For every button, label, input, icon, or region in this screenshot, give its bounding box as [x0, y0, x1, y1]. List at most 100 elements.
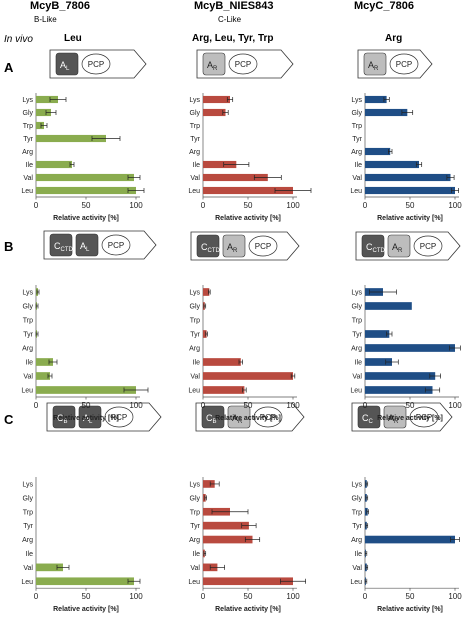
header-col1-subtitle: B-Like — [34, 15, 57, 24]
bar-ile — [203, 358, 241, 366]
bar-val — [365, 372, 436, 380]
pcp-domain-label: PCP — [396, 60, 412, 69]
y-tick-label: Arg — [189, 149, 200, 156]
a-domain-label: AR — [232, 413, 243, 425]
x-tick-label: 100 — [286, 401, 300, 410]
x-axis-label: Relative activity [%] — [53, 215, 119, 222]
y-tick-label: Ile — [355, 162, 363, 169]
a-domain-label: AL — [80, 241, 90, 253]
bar-lys — [365, 95, 387, 104]
bar-leu — [203, 386, 245, 394]
y-tick-label: Ile — [193, 551, 201, 558]
bar-arg — [365, 535, 455, 544]
y-tick-label: Arg — [22, 149, 33, 156]
y-tick-label: Lys — [351, 481, 362, 488]
y-tick-label: Tyr — [23, 523, 33, 530]
a-domain-box — [387, 234, 411, 258]
x-tick-label: 50 — [82, 401, 91, 410]
y-tick-label: Ile — [26, 360, 34, 367]
c-domain-box — [201, 405, 225, 429]
pcp-domain-oval — [104, 406, 134, 428]
y-tick-label: Trp — [23, 123, 33, 130]
a-domain-label: AR — [207, 60, 218, 72]
x-tick-label: 0 — [34, 592, 39, 601]
y-tick-label: Lys — [351, 290, 362, 297]
bar-lys — [203, 288, 210, 296]
y-tick-label: Trp — [190, 318, 200, 325]
bar-val — [36, 563, 63, 572]
bar-gly — [203, 108, 226, 117]
bar-ile — [36, 358, 53, 366]
y-tick-label: Arg — [22, 346, 33, 353]
x-tick-label: 100 — [448, 592, 462, 601]
a-domain-box — [383, 405, 407, 429]
y-tick-label: Val — [23, 565, 33, 572]
y-tick-label: Val — [190, 175, 200, 182]
bar-gly — [365, 302, 412, 310]
x-tick-label: 50 — [244, 401, 253, 410]
y-tick-label: Leu — [188, 388, 200, 395]
bar-gly — [365, 108, 408, 117]
x-tick-label: 0 — [363, 592, 368, 601]
a-domain-box — [222, 234, 246, 258]
pcp-domain-label: PCP — [111, 413, 127, 422]
a-domain-box — [78, 405, 102, 429]
x-axis-label: Relative activity [%] — [377, 606, 443, 613]
a-domain-label: AR — [368, 60, 379, 72]
bar-leu — [36, 577, 134, 586]
y-tick-label: Lys — [22, 481, 33, 488]
y-tick-label: Val — [352, 374, 362, 381]
pcp-domain-oval — [389, 53, 419, 75]
y-tick-label: Leu — [21, 188, 33, 195]
y-tick-label: Trp — [352, 318, 362, 325]
specificity-col3: Arg — [385, 33, 403, 44]
y-tick-label: Ile — [193, 360, 201, 367]
y-tick-label: Trp — [352, 123, 362, 130]
bar-trp — [365, 507, 368, 516]
y-tick-label: Val — [352, 565, 362, 572]
x-tick-label: 0 — [34, 201, 39, 210]
bar-leu — [36, 186, 136, 195]
y-tick-label: Ile — [193, 162, 201, 169]
c-domain-box — [357, 405, 381, 429]
x-tick-label: 100 — [286, 592, 300, 601]
y-tick-label: Gly — [23, 110, 34, 117]
y-tick-label: Trp — [190, 123, 200, 130]
pcp-domain-label: PCP — [260, 413, 276, 422]
y-tick-label: Val — [23, 175, 33, 182]
pcp-domain-label: PCP — [235, 60, 251, 69]
y-tick-label: Val — [190, 374, 200, 381]
y-tick-label: Arg — [189, 346, 200, 353]
y-tick-label: Leu — [188, 579, 200, 586]
y-tick-label: Gly — [23, 495, 34, 502]
y-tick-label: Val — [23, 374, 33, 381]
a-domain-box — [75, 233, 99, 257]
x-tick-label: 100 — [129, 401, 143, 410]
y-tick-label: Ile — [355, 360, 363, 367]
x-axis-label: Relative activity [%] — [215, 415, 281, 422]
x-tick-label: 100 — [129, 201, 143, 210]
y-tick-label: Gly — [352, 110, 363, 117]
bar-val — [36, 173, 134, 182]
x-axis-label: Relative activity [%] — [53, 415, 119, 422]
y-tick-label: Trp — [190, 509, 200, 516]
pcp-domain-label: PCP — [255, 242, 271, 251]
pcp-domain-oval — [101, 234, 131, 256]
in-vivo-label: In vivo — [4, 34, 33, 45]
x-tick-label: 50 — [406, 592, 415, 601]
y-tick-label: Tyr — [190, 136, 200, 143]
a-domain-box — [55, 52, 79, 76]
domain-diagram-a-1: AL PCP — [49, 49, 147, 79]
x-tick-label: 50 — [82, 201, 91, 210]
y-tick-label: Arg — [351, 149, 362, 156]
header-col2-subtitle: C-Like — [218, 15, 242, 24]
bar-arg — [203, 535, 253, 544]
bar-leu — [203, 577, 293, 586]
